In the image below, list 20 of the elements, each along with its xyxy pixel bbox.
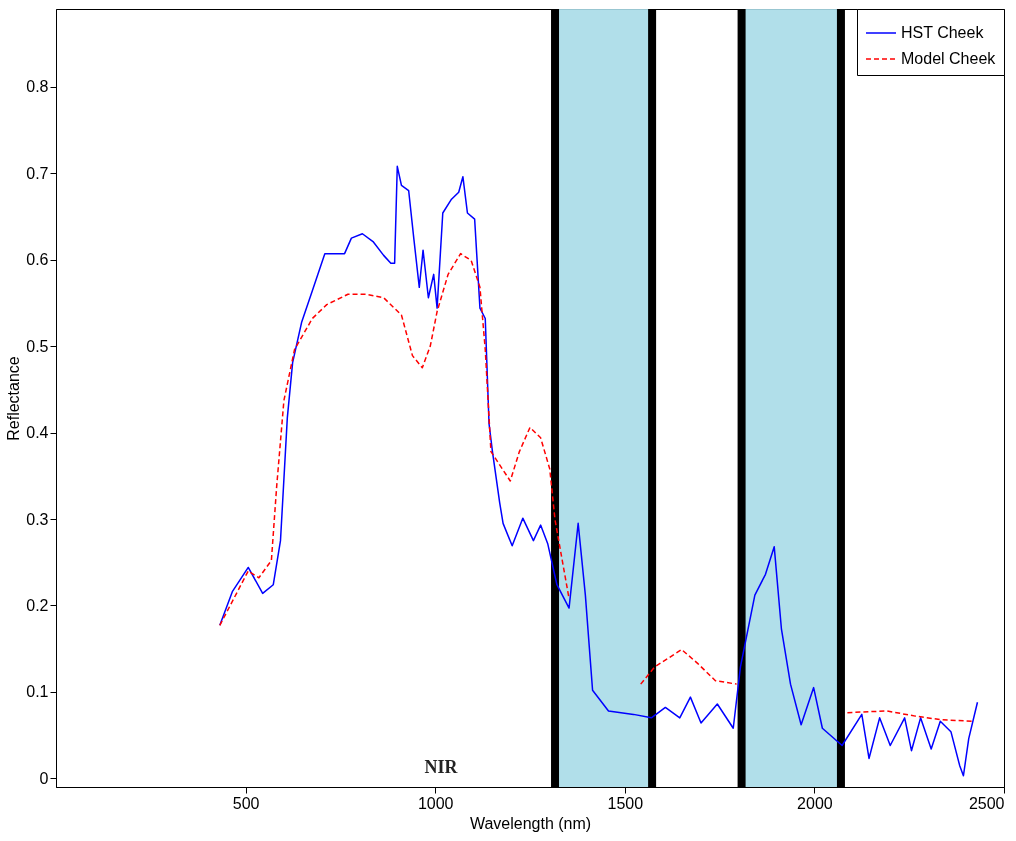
legend-label: HST Cheek [901, 24, 985, 41]
x-tick-label: 1500 [607, 794, 644, 812]
y-tick-label: 0.2 [26, 596, 49, 614]
x-tick-label: 1000 [417, 794, 454, 812]
y-tick-label: 0.7 [26, 164, 49, 182]
line-series [219, 165, 979, 777]
x-tick-label: 2500 [968, 794, 1005, 812]
y-axis-title: Reflectance [5, 356, 23, 441]
y-tick-label: 0.8 [26, 78, 49, 96]
x-tick-label: 500 [232, 794, 260, 812]
x-tick-label: 2000 [797, 794, 833, 812]
y-tick-label: 0.5 [26, 337, 49, 355]
y-tick-label: 0.6 [26, 251, 49, 269]
legend-label: Model Cheek [901, 50, 997, 67]
y-tick-label: 0 [39, 769, 49, 787]
y-tick-label: 0.1 [26, 683, 49, 701]
y-tick-label: 0.4 [26, 424, 49, 442]
x-axis-title: Wavelength (nm) [469, 814, 592, 832]
y-tick-label: 0.3 [26, 510, 49, 528]
annotation: NIR [424, 757, 459, 777]
